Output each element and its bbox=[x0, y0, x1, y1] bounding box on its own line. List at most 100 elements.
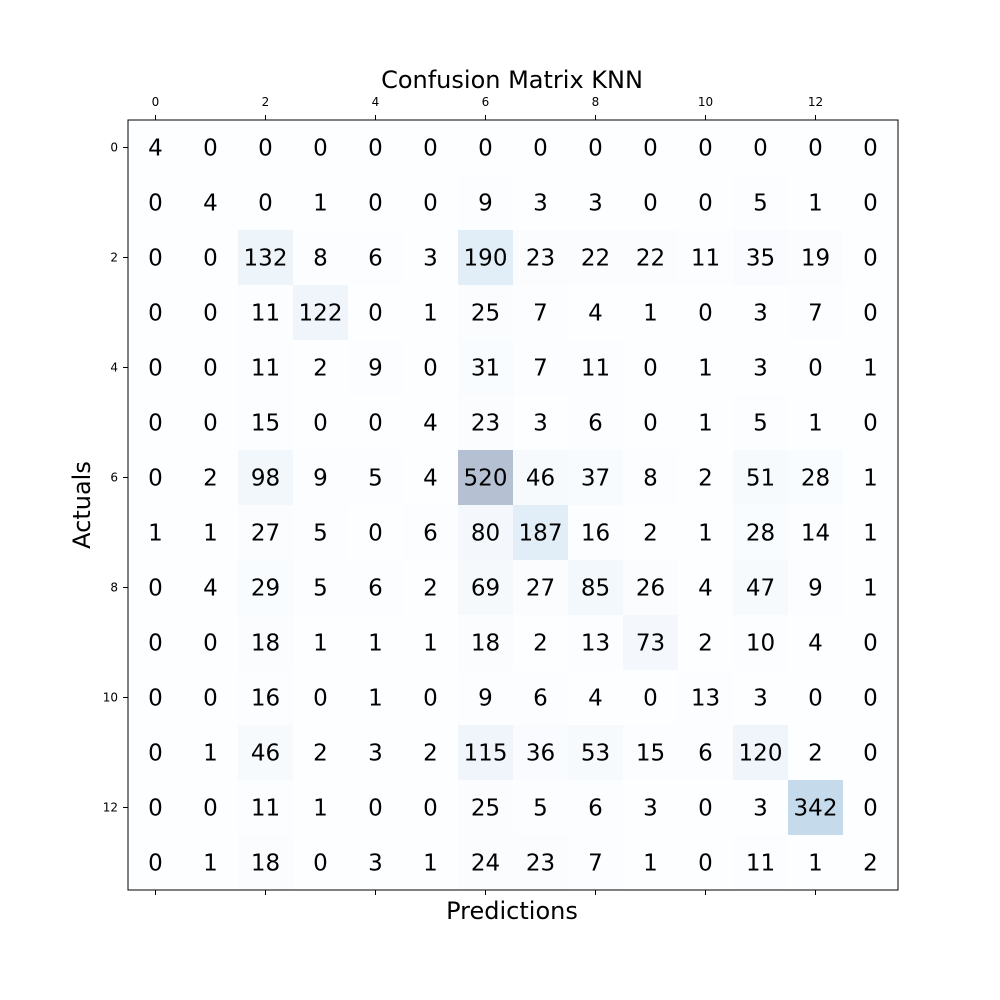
cell-label-9-12: 4 bbox=[808, 631, 823, 657]
cell-label-11-1: 1 bbox=[203, 741, 218, 767]
cell-label-3-6: 25 bbox=[471, 301, 500, 327]
cell-label-5-2: 15 bbox=[251, 411, 280, 437]
cell-label-2-3: 8 bbox=[313, 246, 328, 272]
cell-label-12-13: 0 bbox=[863, 796, 878, 822]
cell-9-0 bbox=[128, 615, 184, 671]
cell-7-9 bbox=[623, 505, 679, 561]
cell-label-7-9: 2 bbox=[643, 521, 658, 547]
cell-label-13-9: 1 bbox=[643, 851, 658, 877]
cell-5-9 bbox=[623, 395, 679, 451]
cell-8-6 bbox=[458, 560, 514, 616]
cell-label-6-11: 51 bbox=[746, 466, 775, 492]
cell-label-8-0: 0 bbox=[148, 576, 163, 602]
cell-9-6 bbox=[458, 615, 514, 671]
cell-label-11-13: 0 bbox=[863, 741, 878, 767]
cell-label-0-7: 0 bbox=[533, 136, 548, 162]
cell-3-4 bbox=[348, 285, 404, 341]
cell-label-3-2: 11 bbox=[251, 301, 280, 327]
cell-label-6-12: 28 bbox=[801, 466, 830, 492]
cell-6-8 bbox=[568, 450, 624, 506]
cell-label-3-9: 1 bbox=[643, 301, 658, 327]
cell-13-0 bbox=[128, 835, 184, 891]
x-axis-ticks: 0 2 4 6 8 10 12 bbox=[152, 95, 823, 895]
cell-value-labels: 4 0 0 0 0 0 0 0 0 0 0 0 0 00 4 0 1 0 0 9 3 3 0 0 5 1 00 0 132 8 6 3 190 2… bbox=[148, 136, 878, 877]
cell-2-11 bbox=[733, 230, 789, 286]
x-tick-label-0: 0 bbox=[152, 95, 160, 109]
cell-6-0 bbox=[128, 450, 184, 506]
cell-label-1-5: 0 bbox=[423, 191, 438, 217]
cell-1-3 bbox=[293, 175, 349, 231]
cell-4-7 bbox=[513, 340, 569, 396]
cell-label-9-5: 1 bbox=[423, 631, 438, 657]
cell-5-13 bbox=[843, 395, 899, 451]
cell-9-11 bbox=[733, 615, 789, 671]
cell-10-12 bbox=[788, 670, 844, 726]
cell-label-0-0: 4 bbox=[148, 136, 163, 162]
cell-label-1-10: 0 bbox=[698, 191, 713, 217]
cell-2-2 bbox=[238, 230, 294, 286]
cell-7-0 bbox=[128, 505, 184, 561]
cell-label-4-9: 0 bbox=[643, 356, 658, 382]
cell-label-1-3: 1 bbox=[313, 191, 328, 217]
cell-10-4 bbox=[348, 670, 404, 726]
cell-1-6 bbox=[458, 175, 514, 231]
y-tick-label-12: 12 bbox=[103, 801, 118, 815]
cell-13-7 bbox=[513, 835, 569, 891]
cell-6-2 bbox=[238, 450, 294, 506]
x-tick-label-10: 10 bbox=[698, 95, 713, 109]
cell-1-0 bbox=[128, 175, 184, 231]
cell-2-8 bbox=[568, 230, 624, 286]
cell-label-6-4: 5 bbox=[368, 466, 383, 492]
cell-12-1 bbox=[183, 780, 239, 836]
x-tick-label-12: 12 bbox=[808, 95, 823, 109]
cell-13-12 bbox=[788, 835, 844, 891]
cell-6-6 bbox=[458, 450, 514, 506]
cell-label-13-8: 7 bbox=[588, 851, 603, 877]
cell-11-7 bbox=[513, 725, 569, 781]
cell-3-1 bbox=[183, 285, 239, 341]
cell-4-13 bbox=[843, 340, 899, 396]
x-tick-label-2: 2 bbox=[262, 95, 270, 109]
cell-label-10-0: 0 bbox=[148, 686, 163, 712]
cell-4-11 bbox=[733, 340, 789, 396]
cell-1-1 bbox=[183, 175, 239, 231]
cell-12-13 bbox=[843, 780, 899, 836]
y-axis-ticks: 0 2 4 6 8 10 12 bbox=[103, 141, 128, 815]
cell-label-11-7: 36 bbox=[526, 741, 555, 767]
cell-label-3-0: 0 bbox=[148, 301, 163, 327]
cell-10-0 bbox=[128, 670, 184, 726]
cell-5-12 bbox=[788, 395, 844, 451]
cell-label-10-4: 1 bbox=[368, 686, 383, 712]
cell-label-7-13: 1 bbox=[863, 521, 878, 547]
cell-label-11-4: 3 bbox=[368, 741, 383, 767]
cell-3-3 bbox=[293, 285, 349, 341]
cell-2-1 bbox=[183, 230, 239, 286]
cell-label-8-2: 29 bbox=[251, 576, 280, 602]
cell-3-6 bbox=[458, 285, 514, 341]
cell-label-7-7: 187 bbox=[519, 521, 563, 547]
cell-8-10 bbox=[678, 560, 734, 616]
cell-label-12-3: 1 bbox=[313, 796, 328, 822]
cell-1-12 bbox=[788, 175, 844, 231]
cell-label-13-13: 2 bbox=[863, 851, 878, 877]
cell-label-13-3: 0 bbox=[313, 851, 328, 877]
cell-3-7 bbox=[513, 285, 569, 341]
cell-9-1 bbox=[183, 615, 239, 671]
cell-label-7-1: 1 bbox=[203, 521, 218, 547]
cell-label-3-10: 0 bbox=[698, 301, 713, 327]
cell-label-11-8: 53 bbox=[581, 741, 610, 767]
cell-label-12-7: 5 bbox=[533, 796, 548, 822]
y-tick-label-6: 6 bbox=[110, 471, 118, 485]
cell-label-11-12: 2 bbox=[808, 741, 823, 767]
cell-7-2 bbox=[238, 505, 294, 561]
cell-label-12-5: 0 bbox=[423, 796, 438, 822]
cell-8-12 bbox=[788, 560, 844, 616]
cell-1-8 bbox=[568, 175, 624, 231]
cell-1-13 bbox=[843, 175, 899, 231]
cell-6-4 bbox=[348, 450, 404, 506]
cell-7-8 bbox=[568, 505, 624, 561]
cell-label-5-11: 5 bbox=[753, 411, 768, 437]
y-tick-label-8: 8 bbox=[110, 581, 118, 595]
cell-label-9-9: 73 bbox=[636, 631, 665, 657]
